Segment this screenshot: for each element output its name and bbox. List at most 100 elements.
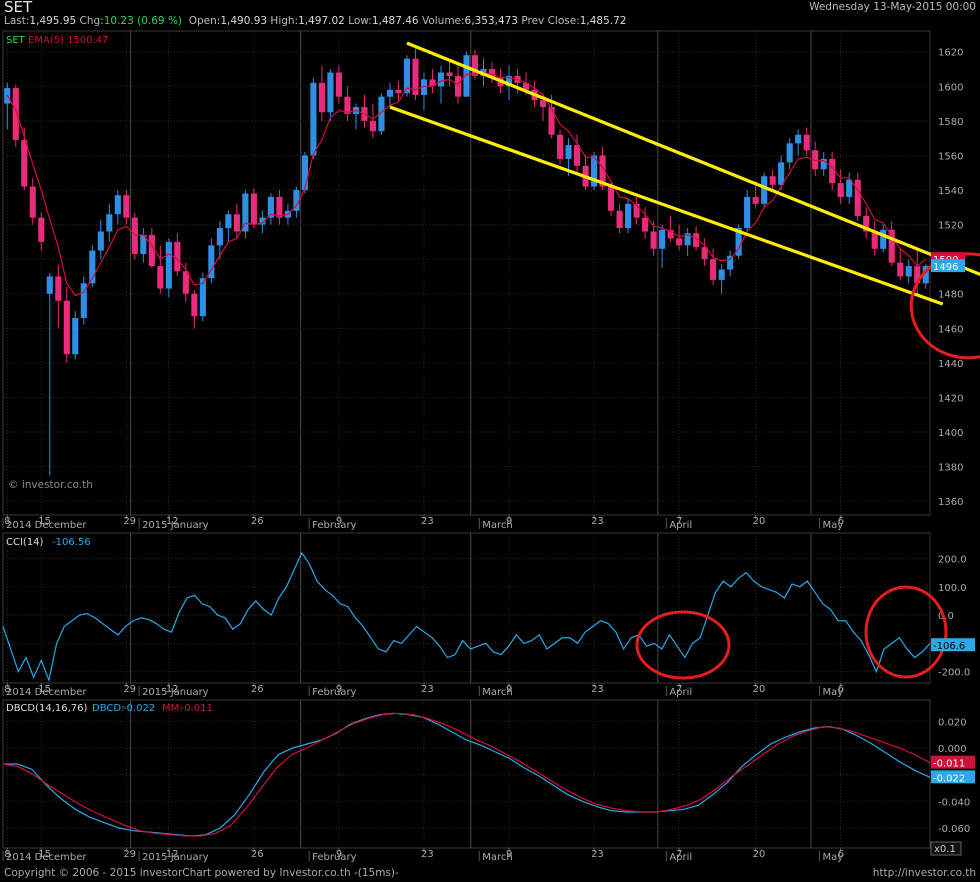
month-label: 2015 January [142,520,209,531]
candle [89,245,96,287]
price-tick-label: 1480 [938,290,963,301]
candle-body [642,217,649,232]
candle-body [446,72,453,76]
candle-body [650,231,657,249]
cci-highlight-circle [864,585,948,679]
copyright-text: Copyright © 2006 - 2015 investorChart po… [4,867,399,879]
time-tick-label: 9 [336,684,342,695]
candle-body [897,262,904,277]
candle-body [267,196,274,218]
candle [684,228,691,256]
candle-body [837,183,844,197]
time-tick-label: 23 [591,516,604,527]
time-tick-label: 7 [676,516,682,527]
month-label: May [822,852,843,863]
time-tick-label: 23 [421,849,434,860]
candle-body [471,55,479,76]
pane-frame-0 [2,30,931,516]
candle-body [701,247,708,260]
trend-channel-line [406,41,980,277]
candle [225,210,232,242]
time-tick-label: 7 [676,849,682,860]
candle-body [165,241,172,289]
candle [72,311,79,360]
dbcd-badge [931,770,975,784]
scale-button-label: x0.1 [934,844,956,855]
month-label: 2015 January [142,852,209,863]
candle [888,221,895,267]
candle-body [318,82,325,113]
time-tick-label: 29 [123,849,136,860]
month-label: 2014 December [6,520,87,531]
candle [114,190,121,225]
scale-button[interactable]: x0.1 [930,841,962,856]
candle-body [522,82,530,90]
month-label: March [482,520,512,531]
time-tick-label: 9 [506,849,512,860]
candle [174,233,181,277]
quote-line: Last:1,495.95 Chg:10.23 (0.69 %) Open:1,… [4,15,627,27]
candle-body [208,245,215,279]
candle-body [684,233,691,246]
candle-body [199,278,206,317]
time-tick-label: 20 [753,684,766,695]
candle-body [539,100,547,108]
time-tick-label: 23 [591,849,604,860]
candle [744,190,751,232]
candle-body [386,89,394,97]
last-value: 1,495.95 [29,15,77,27]
candle [863,207,870,239]
candle-body [633,203,640,218]
footer-url[interactable]: http://investor.co.th [872,867,976,879]
candle-body [225,214,232,229]
candle [880,224,887,253]
quote-date: Wednesday 13-May-2015 00:00 [809,1,976,13]
cci-tick-label: 200.0 [938,554,967,565]
candle [667,215,674,242]
candle [871,221,878,256]
candle-body [463,55,470,97]
time-tick-label: 9 [336,849,342,860]
candle [488,62,496,83]
price-tick-label: 1600 [938,82,963,93]
price-tick-label: 1520 [938,221,963,232]
price-tick-label: 1360 [938,497,963,508]
candle-body [556,134,564,159]
candle-body [888,229,895,263]
month-label: February [312,520,356,531]
candle [310,77,317,159]
candle-body [72,317,79,355]
candle [829,152,836,191]
cci-badge-label: -106.6 [933,641,965,652]
candle [573,134,581,173]
candle-body [727,255,734,270]
candle [55,264,62,329]
candle [403,55,411,97]
candle-body [335,72,342,97]
candle-body [310,82,317,156]
candle-body [625,203,632,229]
time-tick-label: 6 [838,849,844,860]
watermark: © investor.co.th [8,479,93,491]
symbol-title: SET [4,0,33,16]
time-tick-label: 26 [251,516,264,527]
time-tick-label: 12 [166,849,179,860]
candle-body [710,259,717,280]
low-label: Low: [348,15,372,27]
open-value: 1,490.93 [220,15,268,27]
candle [63,286,70,363]
candle-body [616,210,623,229]
dbcd-legend-value: -0.022 [123,703,155,714]
month-label: 2015 January [142,687,209,698]
time-tick-label: 23 [421,516,434,527]
candle-body [795,134,802,144]
candle [659,224,666,268]
candle-body [829,158,836,184]
candle-body [718,269,725,280]
candle [267,193,274,225]
candle [46,273,53,476]
ema-line [6,71,927,297]
candle-body [505,75,513,87]
candle-body [21,139,28,187]
